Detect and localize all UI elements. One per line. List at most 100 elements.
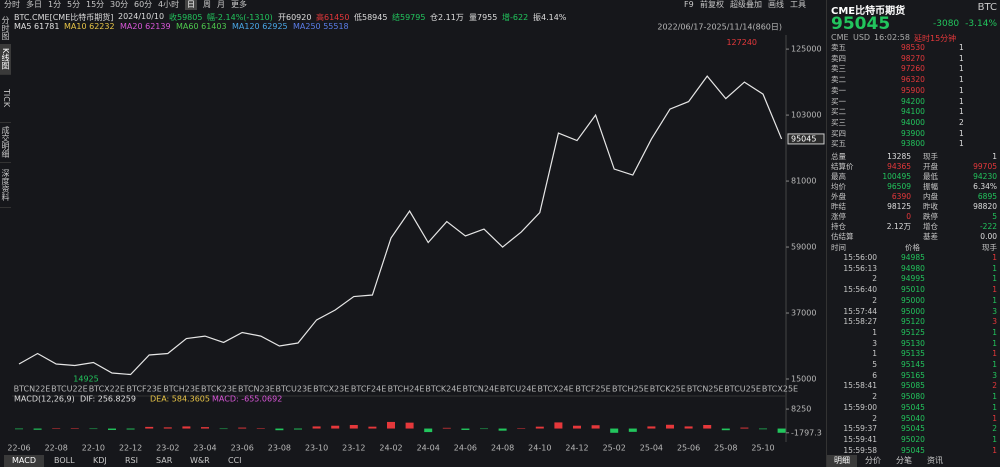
period-tab[interactable]: 60分: [134, 0, 153, 9]
table-row: 15:58:27 95120 3: [831, 317, 997, 327]
book-qty: 1: [959, 43, 964, 52]
table-row: 1 95125 1: [831, 328, 997, 338]
table-row: 5 95145 1: [831, 360, 997, 370]
stat-value: 98820: [973, 202, 997, 211]
contract-label: BTCU25E: [724, 385, 761, 394]
tick-qty: 1: [992, 327, 997, 337]
x-tick-label: 24-08: [491, 444, 514, 453]
table-row: 买三 94000 2: [831, 118, 997, 128]
macd-bar: [628, 428, 637, 432]
tool-button[interactable]: 画线: [768, 0, 784, 9]
tick-qty: 3: [992, 317, 997, 327]
x-tick-label: 25-06: [677, 444, 700, 453]
panel-tab[interactable]: 资讯: [927, 456, 943, 465]
x-tick-label: 23-08: [268, 444, 291, 453]
contract-label: BTCH24E: [388, 385, 425, 394]
book-qty: 1: [959, 107, 964, 117]
instrument-name: CME比特币期货: [831, 6, 906, 17]
tick-time: 2: [872, 295, 877, 305]
contract-label: BTCF25E: [575, 385, 610, 394]
x-tick-label: 25-10: [751, 444, 774, 453]
tick-price: 95000: [901, 295, 925, 305]
indicator-tab[interactable]: SAR: [156, 456, 173, 465]
x-tick-label: 24-04: [417, 444, 440, 453]
panel-tab[interactable]: 分笔: [896, 456, 912, 465]
book-qty: 1: [959, 75, 964, 85]
macd-bar: [256, 428, 265, 429]
y-tick-label: 81000: [791, 177, 816, 186]
tool-button[interactable]: 前复权: [700, 0, 724, 9]
table-row: 卖一 95900 1: [831, 86, 997, 96]
tool-button[interactable]: 超级叠加: [730, 0, 762, 9]
y-tick-label: 103000: [791, 111, 822, 120]
indicator-tab[interactable]: RSI: [125, 456, 138, 465]
x-tick-label: 23-02: [156, 444, 179, 453]
indicator-tab[interactable]: CCI: [228, 456, 242, 465]
macd-bar: [498, 428, 507, 431]
book-qty: 1: [959, 85, 964, 95]
contract-label: BTCU24E: [500, 385, 537, 394]
macd-bar: [108, 428, 116, 430]
period-tab[interactable]: 多日: [26, 0, 42, 9]
period-tab[interactable]: 15分: [86, 0, 105, 9]
side-tab[interactable]: 深度资料: [0, 162, 11, 208]
macd-bar: [387, 421, 395, 429]
info-item: 量7955: [469, 13, 498, 22]
table-row: 昨结 昨收 98820 98125: [831, 202, 997, 212]
period-tab[interactable]: 1分: [48, 0, 62, 9]
side-tab[interactable]: K线图: [0, 44, 11, 75]
indicator-tab[interactable]: BOLL: [54, 456, 75, 465]
period-tab[interactable]: 日: [185, 0, 197, 10]
period-tab[interactable]: 4小时: [158, 0, 180, 9]
macd-legend: MACD: -655.0692: [212, 395, 282, 404]
indicator-tab[interactable]: KDJ: [93, 456, 107, 465]
stat-value: 99705: [973, 162, 997, 171]
table-row: 买二 94100 1: [831, 107, 997, 117]
book-side: 买四: [831, 128, 846, 138]
tick-price: 95125: [901, 327, 925, 337]
book-side: 卖三: [831, 64, 846, 74]
stat-label: 增仓: [923, 222, 938, 231]
stat-label: 内盘: [923, 192, 938, 201]
period-tab[interactable]: 5分: [67, 0, 81, 9]
quote-info: CME: [831, 33, 849, 42]
stat-label: 昨结: [831, 202, 846, 211]
x-tick-label: 24-12: [565, 444, 588, 453]
tick-qty: 3: [992, 370, 997, 380]
indicator-tab[interactable]: W&R: [190, 456, 210, 465]
table-row: 15:57:44 95000 3: [831, 307, 997, 317]
period-tab[interactable]: 周: [203, 0, 211, 9]
book-side: 买一: [831, 96, 846, 106]
panel-tab[interactable]: 明细: [827, 455, 857, 467]
table-row: 15:59:37 95045 2: [831, 424, 997, 434]
macd-bar: [145, 426, 154, 429]
tick-price: 95080: [901, 392, 925, 402]
stat-value: 6895: [977, 192, 997, 201]
macd-bar: [740, 427, 749, 429]
info-item: 振4.14%: [533, 13, 567, 22]
y-tick-label: 37000: [791, 309, 816, 318]
tick-qty: 1: [992, 445, 997, 455]
stat-value: 6.34%: [973, 182, 997, 191]
stat-label: 基差: [923, 232, 938, 241]
period-tab[interactable]: 更多: [231, 0, 247, 9]
tool-button[interactable]: 工具: [790, 0, 806, 9]
y-tick-label: 8250: [791, 405, 811, 414]
contract-label: BTCX22E: [89, 385, 125, 394]
period-tab[interactable]: 分时: [4, 0, 20, 9]
macd-bar: [721, 428, 730, 431]
y-tick-label: 59000: [791, 243, 816, 252]
panel-tab[interactable]: 分价: [865, 456, 881, 465]
book-price: 96320: [901, 75, 925, 85]
side-tab[interactable]: TICK: [0, 74, 11, 123]
period-tab[interactable]: 30分: [110, 0, 129, 9]
tick-qty: 1: [992, 338, 997, 348]
side-tab[interactable]: 成交明细: [0, 122, 11, 163]
indicator-tab[interactable]: MACD: [4, 455, 44, 467]
side-tab[interactable]: 分时图: [0, 12, 11, 45]
tool-button[interactable]: F9: [684, 0, 694, 9]
period-tab[interactable]: 月: [217, 0, 225, 9]
y-tick-label: 15000: [791, 375, 816, 384]
x-tick-label: 25-04: [640, 444, 663, 453]
macd-bar: [461, 428, 470, 430]
